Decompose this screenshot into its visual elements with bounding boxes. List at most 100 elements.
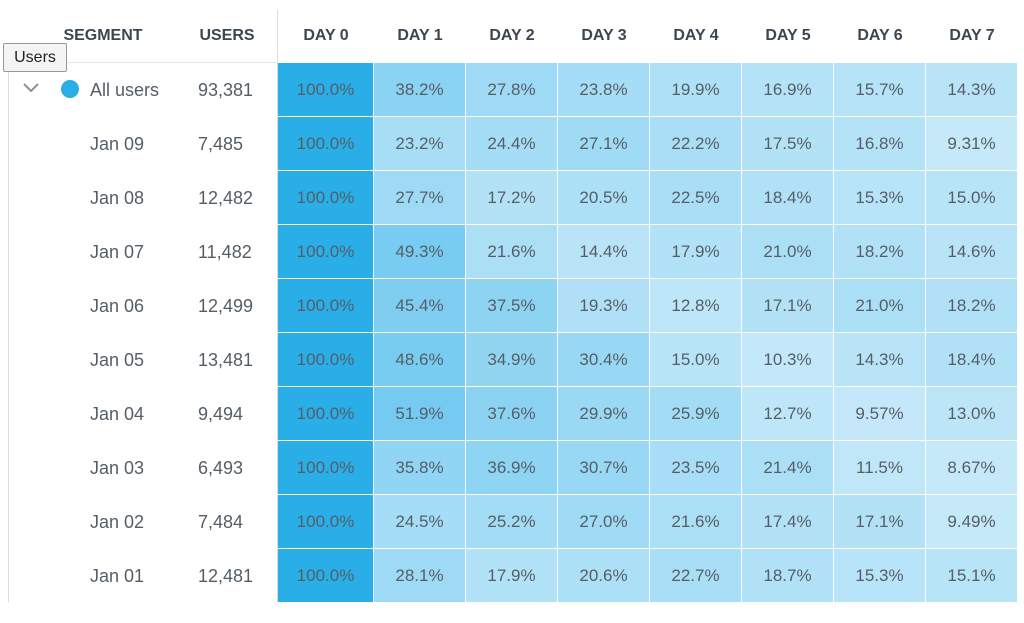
column-header: SEGMENT [63,27,143,44]
retention-cell[interactable]: 30.7% [558,441,650,495]
retention-cell[interactable]: 15.0% [926,171,1018,225]
segment-label[interactable]: All users [90,80,160,100]
tooltip: Users [3,43,67,72]
retention-cell[interactable]: 51.9% [374,387,466,441]
retention-cell[interactable]: 25.9% [650,387,742,441]
user-count: 6,493 [198,458,244,478]
retention-cell[interactable]: 18.4% [926,333,1018,387]
retention-cell[interactable]: 21.6% [466,225,558,279]
retention-cell[interactable]: 38.2% [374,63,466,117]
header-divider [8,62,278,63]
column-header[interactable]: DAY 6 [857,27,903,44]
retention-cell[interactable]: 18.2% [834,225,926,279]
column-header[interactable]: DAY 4 [673,27,719,44]
retention-cell[interactable]: 36.9% [466,441,558,495]
retention-cell[interactable]: 27.7% [374,171,466,225]
retention-cell[interactable]: 14.3% [834,333,926,387]
column-header[interactable]: DAY 1 [397,27,443,44]
retention-cell[interactable]: 14.3% [926,63,1018,117]
retention-cell[interactable]: 100.0% [278,387,374,441]
retention-cell[interactable]: 11.5% [834,441,926,495]
retention-cell[interactable]: 45.4% [374,279,466,333]
retention-cell[interactable]: 22.5% [650,171,742,225]
retention-cell[interactable]: 17.4% [742,495,834,549]
retention-cell[interactable]: 48.6% [374,333,466,387]
retention-cell[interactable]: 10.3% [742,333,834,387]
retention-cell[interactable]: 9.31% [926,117,1018,171]
retention-cell[interactable]: 16.8% [834,117,926,171]
retention-cell[interactable]: 24.4% [466,117,558,171]
retention-cell[interactable]: 14.4% [558,225,650,279]
retention-cell[interactable]: 24.5% [374,495,466,549]
retention-cell[interactable]: 100.0% [278,495,374,549]
retention-cell[interactable]: 15.3% [834,549,926,603]
column-header[interactable]: DAY 0 [303,27,349,44]
retention-cell[interactable]: 100.0% [278,279,374,333]
user-count: 11,482 [198,242,252,262]
retention-cell[interactable]: 100.0% [278,225,374,279]
column-header[interactable]: DAY 5 [765,27,811,44]
retention-cell[interactable]: 22.7% [650,549,742,603]
retention-cell[interactable]: 37.5% [466,279,558,333]
retention-cell[interactable]: 100.0% [278,549,374,603]
retention-cell[interactable]: 17.5% [742,117,834,171]
retention-cell[interactable]: 21.0% [742,225,834,279]
retention-cell[interactable]: 17.1% [742,279,834,333]
retention-cell[interactable]: 100.0% [278,171,374,225]
retention-cell[interactable]: 49.3% [374,225,466,279]
retention-cell[interactable]: 12.8% [650,279,742,333]
retention-cell[interactable]: 17.2% [466,171,558,225]
retention-cell[interactable]: 15.0% [650,333,742,387]
retention-cell[interactable]: 27.8% [466,63,558,117]
retention-cell[interactable]: 18.7% [742,549,834,603]
retention-cell[interactable]: 20.6% [558,549,650,603]
retention-cell[interactable]: 100.0% [278,333,374,387]
retention-cell[interactable]: 22.2% [650,117,742,171]
retention-cell[interactable]: 28.1% [374,549,466,603]
retention-cell[interactable]: 15.1% [926,549,1018,603]
retention-cell[interactable]: 9.57% [834,387,926,441]
retention-cell[interactable]: 25.2% [466,495,558,549]
retention-cell[interactable]: 21.6% [650,495,742,549]
retention-cell[interactable]: 13.0% [926,387,1018,441]
retention-cell[interactable]: 8.67% [926,441,1018,495]
column-header[interactable]: DAY 3 [581,27,627,44]
retention-cell[interactable]: 34.9% [466,333,558,387]
column-header[interactable]: DAY 7 [949,27,995,44]
column-header[interactable]: DAY 2 [489,27,535,44]
user-count: 7,484 [198,512,244,532]
retention-cell[interactable]: 37.6% [466,387,558,441]
retention-cell[interactable]: 18.4% [742,171,834,225]
retention-cell[interactable]: 17.9% [650,225,742,279]
column-header[interactable]: USERS [199,27,255,44]
collapse-chevron[interactable] [22,81,42,95]
retention-cell[interactable]: 21.4% [742,441,834,495]
retention-cell[interactable]: 15.7% [834,63,926,117]
retention-cell[interactable]: 19.3% [558,279,650,333]
retention-cell[interactable]: 30.4% [558,333,650,387]
retention-cell[interactable]: 27.0% [558,495,650,549]
user-count: 7,485 [198,134,244,154]
retention-cell[interactable]: 100.0% [278,117,374,171]
retention-cell[interactable]: 23.8% [558,63,650,117]
retention-cell[interactable]: 29.9% [558,387,650,441]
user-count: 93,381 [198,80,254,100]
retention-cell[interactable]: 100.0% [278,441,374,495]
retention-cell[interactable]: 27.1% [558,117,650,171]
retention-cell[interactable]: 17.1% [834,495,926,549]
retention-cell[interactable]: 23.5% [650,441,742,495]
retention-cell[interactable]: 100.0% [278,63,374,117]
left-border [8,62,9,602]
retention-cell[interactable]: 9.49% [926,495,1018,549]
retention-cell[interactable]: 12.7% [742,387,834,441]
retention-cell[interactable]: 35.8% [374,441,466,495]
retention-cell[interactable]: 16.9% [742,63,834,117]
retention-cell[interactable]: 17.9% [466,549,558,603]
retention-cell[interactable]: 20.5% [558,171,650,225]
retention-cell[interactable]: 19.9% [650,63,742,117]
retention-cell[interactable]: 21.0% [834,279,926,333]
retention-cell[interactable]: 23.2% [374,117,466,171]
retention-cell[interactable]: 18.2% [926,279,1018,333]
retention-cell[interactable]: 14.6% [926,225,1018,279]
retention-cell[interactable]: 15.3% [834,171,926,225]
